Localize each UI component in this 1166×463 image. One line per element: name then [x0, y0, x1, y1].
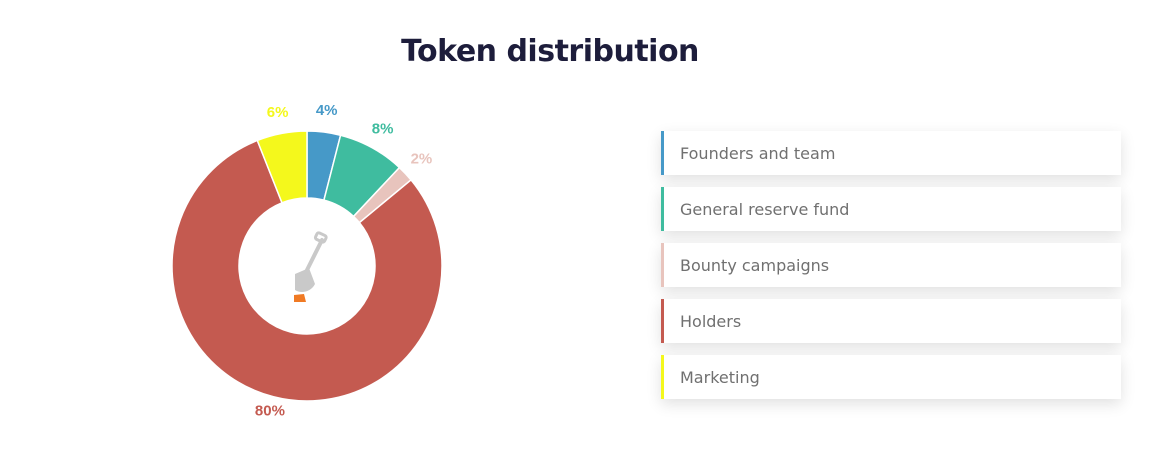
legend-label: Holders: [680, 311, 742, 331]
data-label-marketing: 6%: [267, 104, 289, 121]
data-label-holders: 80%: [255, 402, 285, 419]
data-label-founders-and-team: 4%: [316, 102, 338, 119]
legend-label: Founders and team: [680, 143, 836, 163]
donut-chart: 4% 8% 2% 80% 6%: [140, 90, 480, 440]
shovel-icon: [294, 231, 328, 302]
slice-holders: [171, 139, 443, 402]
legend-item-marketing: Marketing: [661, 355, 1121, 399]
data-label-bounty-campaigns: 2%: [411, 151, 433, 168]
data-label-general-reserve-fund: 8%: [372, 120, 394, 137]
legend-label: Bounty campaigns: [680, 255, 830, 275]
chart-legend: Founders and team General reserve fund Bou…: [661, 131, 1121, 411]
legend-item-bounty-campaigns: Bounty campaigns: [661, 243, 1121, 287]
legend-item-general-reserve-fund: General reserve fund: [661, 187, 1121, 231]
legend-label: Marketing: [680, 367, 760, 387]
page-title: Token distribution: [401, 34, 699, 69]
legend-item-holders: Holders: [661, 299, 1121, 343]
legend-item-founders-and-team: Founders and team: [661, 131, 1121, 175]
slice-marketing: [256, 130, 308, 204]
donut-chart-svg: 4% 8% 2% 80% 6%: [171, 102, 443, 419]
legend-label: General reserve fund: [680, 199, 850, 219]
